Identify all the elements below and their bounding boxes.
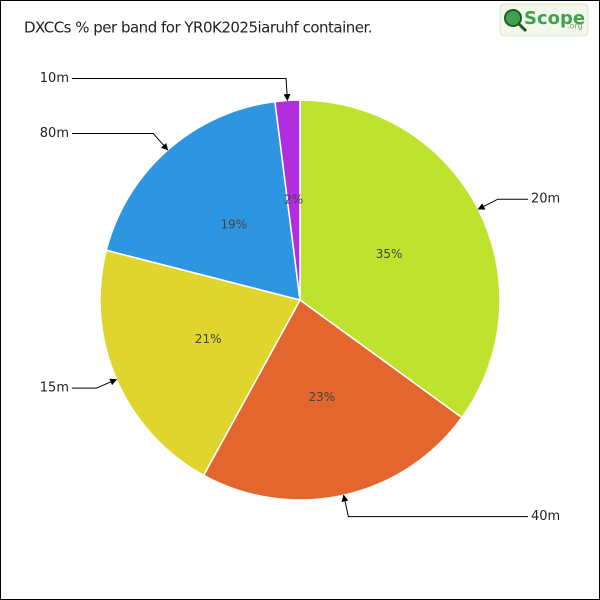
callout-line [72, 378, 118, 389]
slice-label: 10m [40, 71, 69, 86]
callout-line [72, 132, 169, 151]
data-label: 2% [284, 193, 303, 207]
data-label: 19% [221, 217, 248, 231]
callout-line [72, 77, 291, 102]
data-label: 35% [376, 247, 403, 261]
callout-line [341, 494, 528, 518]
logo-text: Scope [524, 8, 585, 29]
callout-line [477, 198, 528, 210]
logo: Scope .org [499, 3, 589, 37]
slice-label: 15m [40, 381, 69, 396]
logo-handle [517, 22, 528, 33]
data-label: 23% [308, 390, 335, 404]
logo-suffix: .org [567, 22, 583, 31]
chart-title: DXCCs % per band for YR0K2025iaruhf cont… [24, 19, 372, 37]
data-label: 21% [195, 332, 222, 346]
slice-label: 40m [531, 509, 560, 524]
slice-label: 80m [40, 126, 69, 141]
logo-icon [504, 9, 522, 27]
slice-label: 20m [531, 192, 560, 207]
